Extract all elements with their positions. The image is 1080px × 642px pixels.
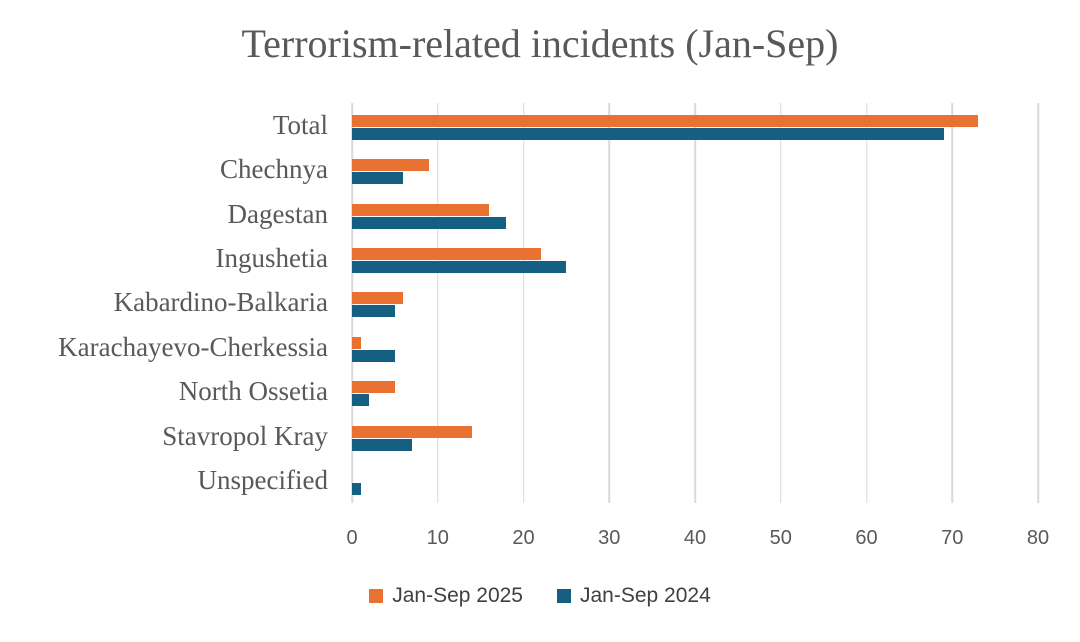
bar-row — [352, 238, 1038, 282]
bar-jan-sep-2024 — [352, 216, 507, 229]
bar-jan-sep-2024 — [352, 438, 413, 451]
legend-label: Jan-Sep 2024 — [580, 584, 711, 607]
bar-jan-sep-2025 — [352, 203, 490, 216]
bar-row — [352, 327, 1038, 371]
category-label: Unspecified — [197, 465, 328, 496]
category-axis: Total Chechnya Dagestan Ingushetia Kabardino… — [0, 103, 328, 503]
bar-jan-sep-2024 — [352, 349, 395, 362]
gridline — [694, 103, 696, 503]
x-tick-label: 30 — [598, 527, 621, 549]
x-tick-label: 10 — [426, 527, 449, 549]
bar-jan-sep-2025 — [352, 336, 361, 349]
value-axis: 0 10 20 30 40 50 60 70 80 — [346, 527, 1049, 553]
x-tick-label: 60 — [855, 527, 878, 549]
category-label: Chechnya — [220, 154, 328, 185]
bar-jan-sep-2025 — [352, 248, 541, 261]
x-tick-label: 80 — [1026, 527, 1050, 549]
bar-row — [352, 283, 1038, 327]
gridline — [1037, 103, 1039, 503]
category-label: Stavropol Kray — [162, 420, 328, 451]
category-label: Karachayevo-Cherkessia — [58, 331, 328, 362]
category-label: Dagestan — [227, 198, 328, 229]
plot-area — [351, 103, 1039, 505]
bar-jan-sep-2025 — [352, 425, 473, 438]
gridline — [437, 103, 439, 503]
chart-title: Terrorism-related incidents (Jan-Sep) — [241, 21, 839, 66]
legend-swatch — [557, 589, 571, 603]
bar-jan-sep-2024 — [352, 305, 395, 318]
x-tick-label: 40 — [683, 527, 707, 549]
legend-label: Jan-Sep 2025 — [392, 584, 523, 607]
gridline — [865, 103, 868, 503]
legend-swatch — [369, 589, 384, 603]
bar-jan-sep-2025 — [352, 381, 395, 394]
bar-row — [352, 194, 1038, 238]
x-tick-label: 0 — [346, 527, 358, 549]
gridline — [951, 103, 953, 503]
bar-rows — [352, 105, 1038, 505]
bar-jan-sep-2024 — [352, 127, 944, 140]
bar-jan-sep-2025 — [352, 159, 430, 172]
x-tick-label: 70 — [941, 527, 964, 549]
bar-jan-sep-2024 — [352, 483, 361, 496]
legend: Jan-Sep 2025 Jan-Sep 2024 — [0, 584, 1080, 608]
category-label: Kabardino-Balkaria — [113, 287, 328, 318]
gridline — [780, 103, 782, 503]
bar-jan-sep-2025 — [352, 114, 978, 127]
gridline — [608, 103, 610, 503]
bar-jan-sep-2024 — [352, 394, 370, 407]
bar-row — [352, 461, 1038, 505]
x-tick-label: 20 — [512, 527, 535, 549]
gridline — [522, 103, 525, 503]
category-label: Ingushetia — [215, 243, 328, 274]
bar-row — [352, 149, 1038, 193]
bar-row — [352, 416, 1038, 460]
bar-jan-sep-2024 — [352, 172, 404, 185]
category-label: North Ossetia — [178, 376, 328, 407]
x-tick-label: 50 — [769, 527, 792, 549]
bar-jan-sep-2025 — [352, 292, 404, 305]
legend-item: Jan-Sep 2025 — [369, 584, 523, 608]
category-label: Total — [272, 109, 328, 140]
bar-jan-sep-2024 — [352, 261, 567, 274]
bar-row — [352, 372, 1038, 416]
legend-item: Jan-Sep 2024 — [557, 584, 711, 608]
bar-row — [352, 105, 1038, 149]
